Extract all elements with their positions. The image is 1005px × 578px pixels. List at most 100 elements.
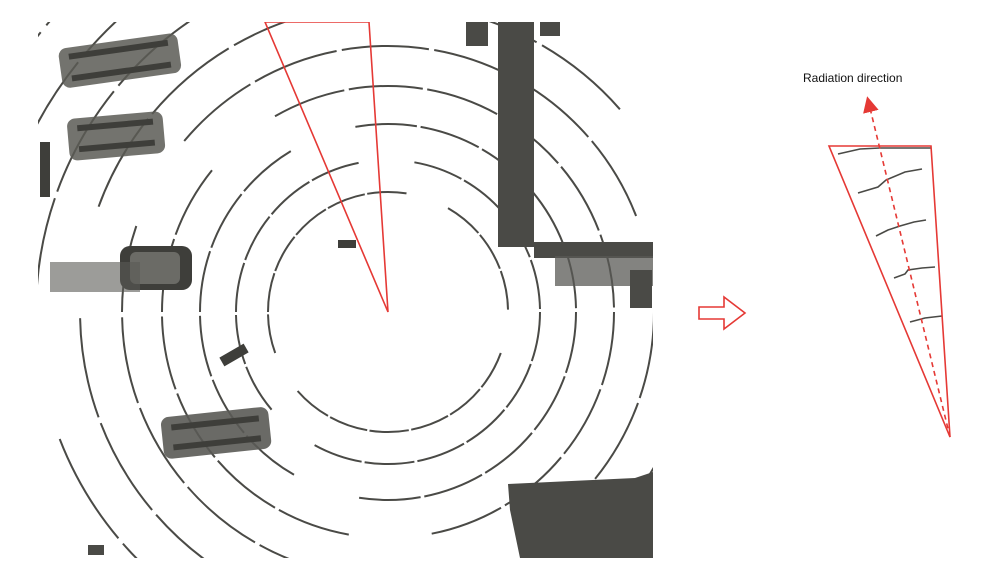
scan-ring-arc	[762, 176, 786, 304]
scan-ring-arc	[254, 50, 337, 83]
scan-ring-arc	[267, 314, 277, 354]
scan-ring-arc	[199, 250, 212, 313]
scan-ring-arc	[594, 568, 693, 578]
sector-detail-panel: Radiation direction	[803, 71, 951, 438]
scan-ring-arc	[531, 190, 565, 245]
car-left-2	[67, 111, 166, 161]
car-bottom-left	[160, 407, 272, 459]
scan-ring-arc	[411, 415, 449, 431]
scan-ring-arc	[677, 207, 696, 306]
scan-ring-arc	[417, 442, 465, 463]
scan-ring-arc	[541, 44, 621, 110]
scan-ring-arc	[427, 88, 498, 115]
scan-ring-arc	[449, 0, 558, 4]
scan-ring-arc	[719, 192, 740, 305]
scan-ring-arc	[99, 422, 153, 511]
scan-ring-arc	[329, 416, 368, 432]
car-left-3	[50, 246, 192, 292]
scan-ring-arc	[266, 272, 276, 313]
scan-ring-arc	[155, 514, 205, 558]
scan-ring-arc	[594, 402, 639, 480]
scan-ring-arc	[212, 0, 320, 7]
scan-ring-arc	[121, 317, 139, 404]
scan-ring-arc	[235, 262, 246, 313]
scan-ring-arc	[45, 22, 51, 26]
scan-ring-arc	[58, 438, 120, 539]
scan-ring-arc	[774, 482, 854, 578]
sector-scan-lines	[837, 147, 943, 323]
scan-ring-arc	[680, 312, 697, 412]
scan-ring-arc	[296, 390, 329, 417]
scan-ring-arc	[314, 444, 362, 463]
scan-ring-arc	[347, 574, 434, 578]
scan-ring-arc	[335, 4, 436, 9]
scan-ring-arc	[600, 311, 616, 386]
scan-ring-arc	[186, 486, 256, 544]
scan-ring-arc	[815, 499, 903, 578]
scan-ring-arc	[369, 429, 409, 433]
scan-ring-arc	[560, 166, 600, 231]
scan-ring-arc	[768, 0, 851, 133]
scan-ring-arc	[174, 169, 213, 236]
scan-ring-arc	[367, 191, 407, 195]
scan-ring-arc	[735, 465, 807, 578]
building-wall	[466, 22, 653, 308]
objects	[40, 22, 653, 558]
scan-ring-arc	[907, 312, 936, 489]
scan-ring-arc	[0, 183, 11, 312]
scan-ring-arc	[591, 140, 638, 217]
scan-ring-arc	[341, 45, 430, 51]
scan-ring-arc	[38, 197, 56, 287]
scan-ring-arc	[274, 236, 296, 272]
scan-ring-arc	[424, 473, 483, 498]
scan-ring-arc	[0, 491, 8, 578]
scan-ring-arc	[311, 161, 359, 182]
scan-ring-arc	[358, 496, 421, 501]
scan-ring-arc	[807, 160, 834, 304]
car-top-left	[58, 33, 182, 88]
scan-ring-arc	[161, 316, 177, 390]
scan-ring-arc	[480, 352, 502, 388]
sector-overlay-left	[264, 22, 389, 313]
scan-ring-arc	[447, 207, 480, 234]
scan-ring-arc	[587, 0, 688, 50]
scan-ring-arc	[0, 1, 2, 143]
scan-ring-arc	[463, 179, 504, 213]
small-object-2	[338, 240, 356, 248]
scan-ring-arc	[658, 86, 717, 185]
scan-ring-arc	[274, 89, 345, 118]
scan-ring-arc	[327, 193, 365, 209]
scan-ring-arc	[414, 161, 462, 180]
scan-ring-arc	[79, 318, 100, 418]
building-bottom-right	[508, 472, 653, 558]
scan-ring-arc	[210, 193, 243, 249]
scan-ring-arc	[235, 314, 247, 365]
scan-ring-arc	[122, 542, 138, 558]
small-object	[219, 343, 249, 367]
point-cloud-panel	[0, 0, 936, 578]
scan-ring-arc	[466, 409, 506, 443]
pole-left	[40, 142, 50, 197]
scan-ring-arc	[693, 56, 759, 168]
scan-ring-arc	[698, 448, 762, 562]
scan-ring-arc	[270, 181, 310, 215]
scan-ring-arc	[854, 142, 884, 302]
scan-ring-arc	[420, 125, 480, 149]
scan-ring-arc	[348, 85, 423, 91]
scan-ring-arc	[0, 320, 14, 448]
scan-ring-arc	[505, 363, 532, 409]
scan-ring-arc	[564, 311, 577, 374]
scan-ring-arc	[38, 31, 42, 38]
scan-ring-arc	[295, 208, 327, 236]
scan-ring-arc	[611, 0, 724, 19]
scan-ring-arc	[449, 388, 481, 416]
scan-ring-arc	[857, 312, 884, 472]
scan-ring-arc	[355, 123, 418, 128]
scan-ring-arc	[431, 506, 502, 535]
scan-ring-arc	[563, 388, 602, 455]
scan-ring-arc	[233, 22, 288, 47]
scan-ring-arc	[245, 366, 273, 411]
transition-arrow-icon	[698, 295, 747, 331]
scan-ring-arc	[730, 25, 804, 151]
